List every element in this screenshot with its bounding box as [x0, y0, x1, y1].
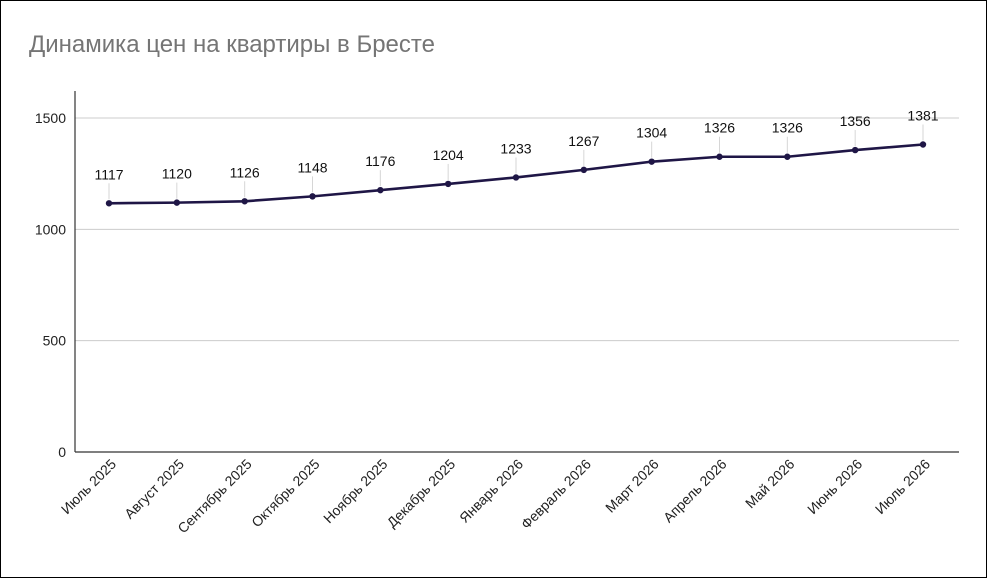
x-tick-label: Декабрь 2025 [384, 456, 459, 531]
data-label: 1148 [297, 159, 327, 175]
data-point [648, 158, 655, 165]
data-point [919, 141, 927, 148]
data-point [309, 193, 316, 200]
x-tick-label: Апрель 2026 [660, 456, 730, 526]
x-tick-label: Октябрь 2025 [248, 456, 323, 531]
data-label: 1117 [94, 166, 123, 182]
data-label: 1126 [230, 164, 260, 180]
x-tick-label: Сентябрь 2025 [174, 456, 255, 537]
series-layer [105, 141, 927, 207]
data-label: 1267 [568, 133, 599, 149]
data-point [173, 199, 181, 206]
data-point [105, 200, 113, 207]
data-point [716, 153, 723, 160]
data-label: 1304 [636, 125, 667, 141]
axes [74, 91, 959, 453]
x-tick-label: Август 2025 [121, 456, 187, 522]
x-tick-label: Январь 2026 [456, 456, 526, 526]
data-point [377, 186, 384, 194]
x-tick-label: Март 2026 [602, 456, 662, 516]
data-point [241, 198, 248, 205]
y-tick-label: 0 [58, 444, 66, 460]
y-tick-label: 500 [43, 333, 67, 349]
x-tick-label: Июнь 2026 [804, 456, 865, 517]
labels-layer: 0 500 1000 1500 Июль 2025 Август 2025Сентябрь… [35, 107, 939, 536]
data-label: 1204 [433, 147, 464, 163]
data-label: 1381 [907, 107, 938, 123]
data-point [784, 153, 791, 160]
data-point [851, 146, 859, 154]
data-point [512, 174, 520, 181]
chart-title: Динамика цен на квартиры в Бресте [29, 31, 435, 58]
x-tick-label: Июль 2026 [872, 456, 933, 517]
y-tick-label: 1000 [35, 221, 66, 237]
x-tick-label: Ноябрь 2025 [320, 456, 391, 527]
data-label: 1326 [704, 120, 735, 136]
data-label: 1120 [162, 166, 192, 182]
x-tick-label: Июль 2025 [58, 456, 119, 517]
data-label: 1356 [840, 113, 871, 129]
data-label: 1326 [772, 120, 803, 136]
data-label: 1233 [500, 140, 531, 156]
gridlines [75, 117, 959, 342]
data-point [444, 180, 452, 188]
data-label-leaders [108, 124, 924, 200]
x-tick-label: Май 2026 [742, 456, 798, 512]
y-tick-label: 1500 [35, 110, 66, 126]
x-tick-label: Февраль 2026 [518, 456, 594, 532]
data-label: 1176 [365, 153, 395, 169]
data-point [580, 166, 588, 174]
